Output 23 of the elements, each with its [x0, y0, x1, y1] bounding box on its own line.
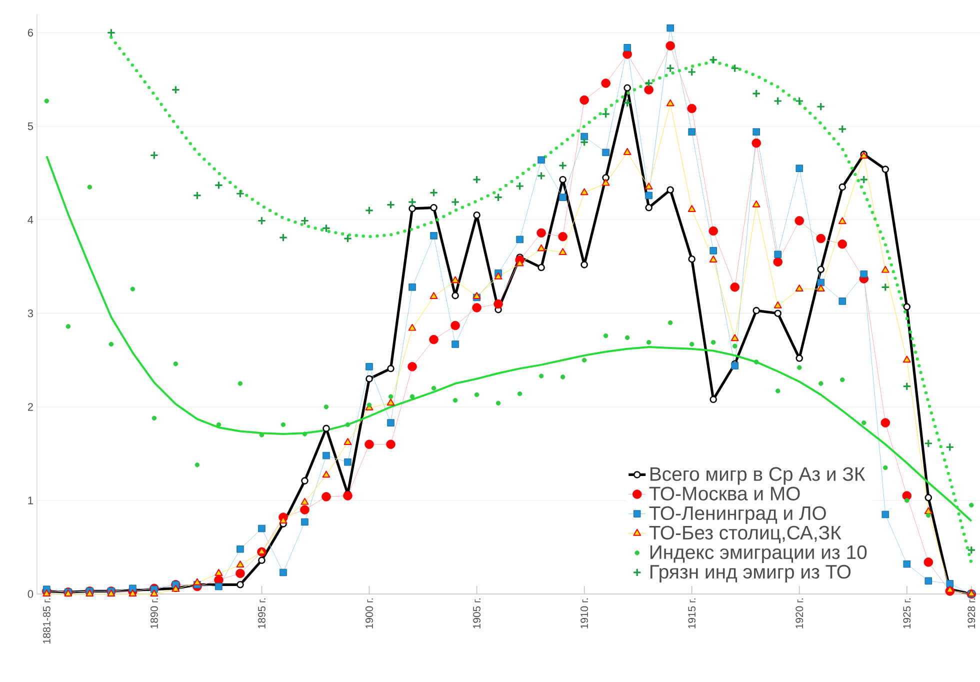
legend-label: Индекс эмиграции из 10 — [650, 545, 867, 563]
y-tick-label: 4 — [28, 216, 34, 224]
x-tick-label: 1905 г. — [473, 598, 480, 628]
legend-label: ТО-Ленинград и ЛО — [649, 506, 826, 524]
legend-label: ТО-Москва и МО — [649, 486, 800, 500]
x-tick-label: 1881-85 г. — [42, 598, 50, 644]
y-tick-label: 6 — [28, 28, 33, 37]
x-tick-label: 1900 г. — [366, 598, 373, 628]
y-tick-label: 2 — [28, 403, 33, 411]
y-tick-label: 5 — [28, 122, 34, 130]
y-tick-label: 0 — [28, 590, 34, 598]
legend-label: Грязн инд эмигр из ТО — [650, 564, 851, 582]
x-tick-label: 1920 г. — [796, 598, 804, 628]
y-tick-label: 1 — [28, 496, 33, 504]
x-tick-label: 1890 г. — [150, 598, 158, 628]
legend-label: Всего мигр в Ср Аз и ЗК — [650, 467, 866, 485]
y-tick-label: 3 — [28, 309, 33, 318]
x-tick-label: 1925 г. — [903, 598, 911, 628]
x-tick-label: 1895 г. — [258, 598, 266, 628]
x-tick-label: 1915 г. — [688, 598, 696, 628]
x-tick-label: 1910 г. — [580, 598, 588, 628]
legend-label: ТО-Без столиц,СА,ЗК — [649, 526, 842, 544]
x-tick-label: 1928 г. — [968, 598, 976, 628]
